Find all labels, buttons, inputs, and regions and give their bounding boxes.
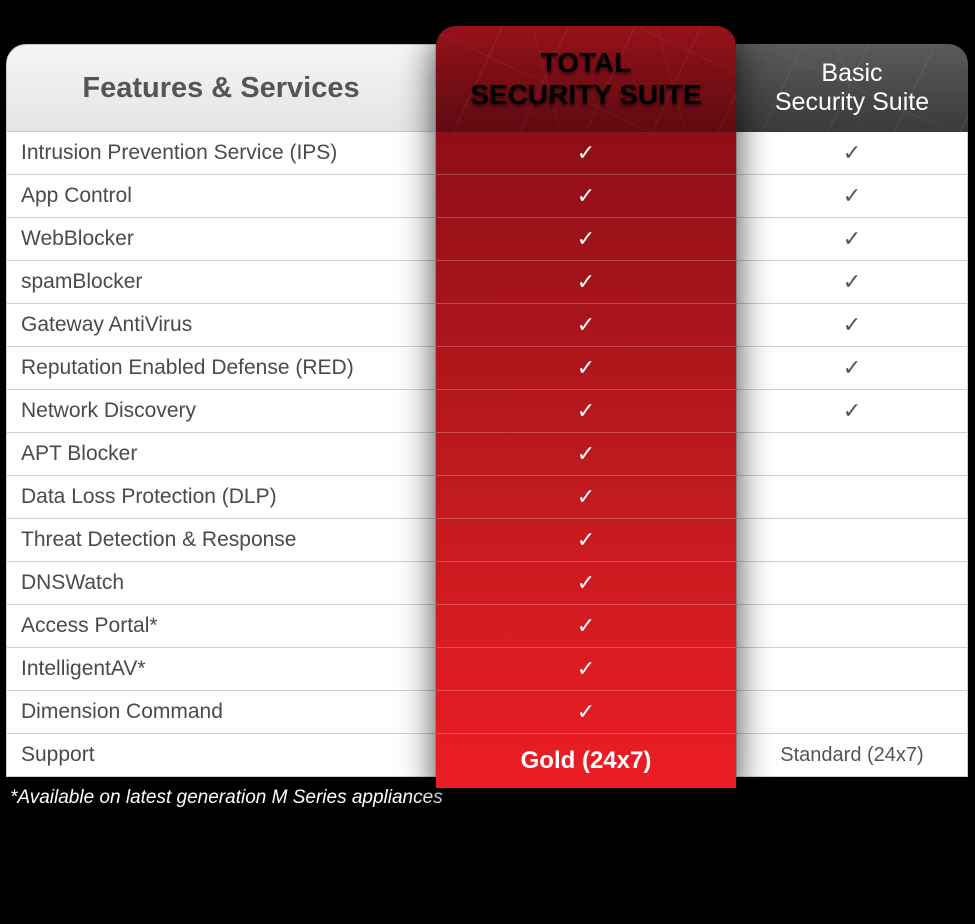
feature-label: Threat Detection & Response (6, 519, 436, 562)
feature-label: Data Loss Protection (DLP) (6, 476, 436, 519)
feature-label: Access Portal* (6, 605, 436, 648)
basic-header: Basic Security Suite (736, 44, 968, 132)
check-icon: ✓ (843, 398, 861, 424)
feature-label: App Control (6, 175, 436, 218)
feature-label: spamBlocker (6, 261, 436, 304)
total-cell: ✓ (436, 304, 736, 347)
basic-header-line1: Basic (775, 59, 929, 88)
feature-label: Gateway AntiVirus (6, 304, 436, 347)
feature-label: Support (6, 734, 436, 777)
basic-cell (736, 562, 968, 605)
check-icon: ✓ (577, 140, 595, 166)
total-cell: ✓ (436, 648, 736, 691)
feature-label: Reputation Enabled Defense (RED) (6, 347, 436, 390)
feature-label: DNSWatch (6, 562, 436, 605)
total-cell: ✓ (436, 605, 736, 648)
total-support-value: Gold (24x7) (521, 747, 652, 775)
features-header: Features & Services (6, 44, 436, 132)
check-icon: ✓ (843, 269, 861, 295)
total-header-line1: TOTAL (470, 47, 701, 79)
check-icon: ✓ (577, 570, 595, 596)
basic-cell (736, 605, 968, 648)
total-header: TOTAL SECURITY SUITE (436, 26, 736, 132)
check-icon: ✓ (577, 226, 595, 252)
check-icon: ✓ (577, 613, 595, 639)
total-cell: ✓ (436, 433, 736, 476)
total-cell: ✓ (436, 175, 736, 218)
check-icon: ✓ (843, 226, 861, 252)
total-header-line2: SECURITY SUITE (470, 79, 701, 111)
check-icon: ✓ (843, 355, 861, 381)
basic-header-line2: Security Suite (775, 88, 929, 117)
check-icon: ✓ (577, 269, 595, 295)
total-support-cell: Gold (24x7) (436, 734, 736, 788)
feature-label: IntelligentAV* (6, 648, 436, 691)
total-cell: ✓ (436, 347, 736, 390)
basic-support-cell: Standard (24x7) (736, 734, 968, 777)
check-icon: ✓ (577, 527, 595, 553)
basic-cell (736, 476, 968, 519)
check-icon: ✓ (577, 656, 595, 682)
features-column: Features & Services Intrusion Prevention… (6, 44, 436, 777)
check-icon: ✓ (577, 441, 595, 467)
feature-label: Network Discovery (6, 390, 436, 433)
check-icon: ✓ (577, 355, 595, 381)
total-cell: ✓ (436, 476, 736, 519)
check-icon: ✓ (577, 312, 595, 338)
basic-cell: ✓ (736, 261, 968, 304)
total-cell: ✓ (436, 562, 736, 605)
total-cell: ✓ (436, 519, 736, 562)
basic-cell: ✓ (736, 218, 968, 261)
basic-cell (736, 648, 968, 691)
basic-cell: ✓ (736, 304, 968, 347)
check-icon: ✓ (577, 183, 595, 209)
comparison-table: Features & Services Intrusion Prevention… (0, 0, 975, 924)
total-cell: ✓ (436, 261, 736, 304)
total-cell: ✓ (436, 390, 736, 433)
feature-label: Intrusion Prevention Service (IPS) (6, 132, 436, 175)
feature-label: APT Blocker (6, 433, 436, 476)
total-column: TOTAL SECURITY SUITE ✓ ✓ ✓ ✓ ✓ ✓ ✓ ✓ ✓ ✓ ✓ ✓ ✓ ✓ Gold … (436, 26, 736, 788)
basic-cell (736, 691, 968, 734)
basic-cell: ✓ (736, 390, 968, 433)
check-icon: ✓ (843, 312, 861, 338)
check-icon: ✓ (577, 398, 595, 424)
feature-label: Dimension Command (6, 691, 436, 734)
total-body: ✓ ✓ ✓ ✓ ✓ ✓ ✓ ✓ ✓ ✓ ✓ ✓ ✓ ✓ Gold (24x7) (436, 132, 736, 788)
check-icon: ✓ (577, 484, 595, 510)
total-cell: ✓ (436, 691, 736, 734)
basic-cell (736, 519, 968, 562)
basic-body: ✓ ✓ ✓ ✓ ✓ ✓ ✓ Standard (24x7) (736, 132, 968, 777)
basic-cell: ✓ (736, 132, 968, 175)
basic-cell (736, 433, 968, 476)
feature-label: WebBlocker (6, 218, 436, 261)
basic-column: Basic Security Suite ✓ ✓ ✓ ✓ ✓ ✓ ✓ Standard (24… (736, 44, 968, 777)
check-icon: ✓ (843, 140, 861, 166)
basic-cell: ✓ (736, 175, 968, 218)
basic-support-value: Standard (24x7) (780, 744, 923, 767)
features-body: Intrusion Prevention Service (IPS)App Co… (6, 132, 436, 777)
total-cell: ✓ (436, 218, 736, 261)
basic-cell: ✓ (736, 347, 968, 390)
check-icon: ✓ (843, 183, 861, 209)
footnote: *Available on latest generation M Series… (10, 787, 443, 809)
check-icon: ✓ (577, 699, 595, 725)
total-cell: ✓ (436, 132, 736, 175)
